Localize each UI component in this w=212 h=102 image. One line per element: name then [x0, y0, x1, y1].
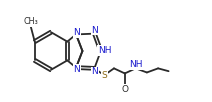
Text: N: N	[92, 67, 98, 76]
Text: N: N	[74, 28, 80, 37]
Text: N: N	[92, 26, 98, 35]
Text: S: S	[101, 71, 107, 80]
Text: N: N	[74, 65, 80, 74]
Text: CH₃: CH₃	[23, 18, 38, 27]
Text: NH: NH	[98, 46, 112, 55]
Text: NH: NH	[129, 60, 143, 69]
Text: O: O	[121, 85, 128, 94]
